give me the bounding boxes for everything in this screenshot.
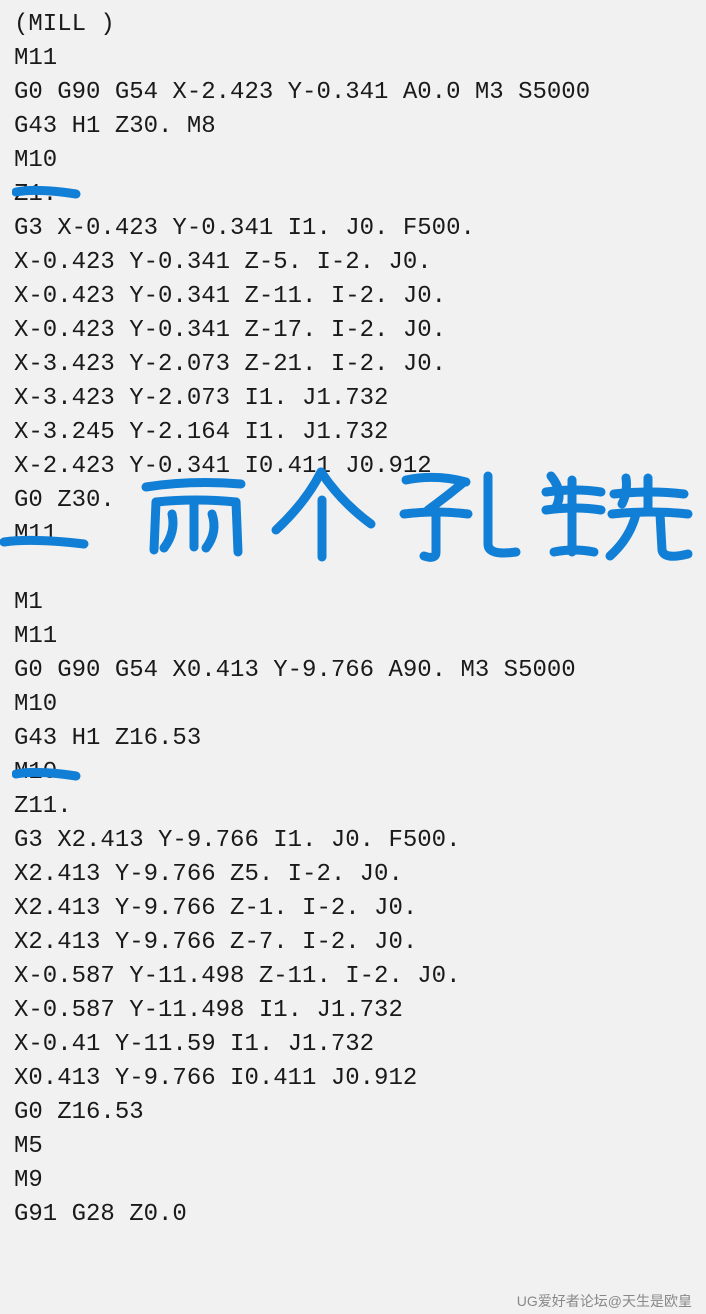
code-line: X-3.245 Y-2.164 I1. J1.732 — [14, 416, 692, 450]
code-line: G43 H1 Z30. M8 — [14, 110, 692, 144]
code-line: Z1. — [14, 178, 692, 212]
code-line: G0 Z16.53 — [14, 1096, 692, 1130]
code-line: X-0.587 Y-11.498 Z-11. I-2. J0. — [14, 960, 692, 994]
code-line: M11 — [14, 42, 692, 76]
code-line: M10 — [14, 688, 692, 722]
watermark-text: UG爱好者论坛@天生是欧皇 — [517, 1294, 692, 1308]
code-line: X-0.587 Y-11.498 I1. J1.732 — [14, 994, 692, 1028]
code-line: X2.413 Y-9.766 Z-1. I-2. J0. — [14, 892, 692, 926]
code-line: G3 X2.413 Y-9.766 I1. J0. F500. — [14, 824, 692, 858]
code-line: G91 G28 Z0.0 — [14, 1198, 692, 1232]
code-line: X0.413 Y-9.766 I0.411 J0.912 — [14, 1062, 692, 1096]
code-line: G43 H1 Z16.53 — [14, 722, 692, 756]
code-line: G0 Z30. — [14, 484, 692, 518]
code-line: X-0.423 Y-0.341 Z-11. I-2. J0. — [14, 280, 692, 314]
code-line: X-3.423 Y-2.073 Z-21. I-2. J0. — [14, 348, 692, 382]
code-line: M11 — [14, 620, 692, 654]
code-line: M10 — [14, 756, 692, 790]
code-line — [14, 552, 692, 586]
code-line: M5 — [14, 1130, 692, 1164]
code-line: M9 — [14, 1164, 692, 1198]
code-line: G0 G90 G54 X-2.423 Y-0.341 A0.0 M3 S5000 — [14, 76, 692, 110]
code-line: X2.413 Y-9.766 Z-7. I-2. J0. — [14, 926, 692, 960]
code-line: M11 — [14, 518, 692, 552]
code-line: X-3.423 Y-2.073 I1. J1.732 — [14, 382, 692, 416]
code-line: M10 — [14, 144, 692, 178]
gcode-listing: (MILL )M11G0 G90 G54 X-2.423 Y-0.341 A0.… — [14, 8, 692, 1232]
code-line: X2.413 Y-9.766 Z5. I-2. J0. — [14, 858, 692, 892]
code-line: G0 G90 G54 X0.413 Y-9.766 A90. M3 S5000 — [14, 654, 692, 688]
code-line: X-0.423 Y-0.341 Z-5. I-2. J0. — [14, 246, 692, 280]
code-line: (MILL ) — [14, 8, 692, 42]
code-line: G3 X-0.423 Y-0.341 I1. J0. F500. — [14, 212, 692, 246]
code-line: X-2.423 Y-0.341 I0.411 J0.912 — [14, 450, 692, 484]
code-line: Z11. — [14, 790, 692, 824]
code-line: X-0.423 Y-0.341 Z-17. I-2. J0. — [14, 314, 692, 348]
code-line: M1 — [14, 586, 692, 620]
code-line: X-0.41 Y-11.59 I1. J1.732 — [14, 1028, 692, 1062]
